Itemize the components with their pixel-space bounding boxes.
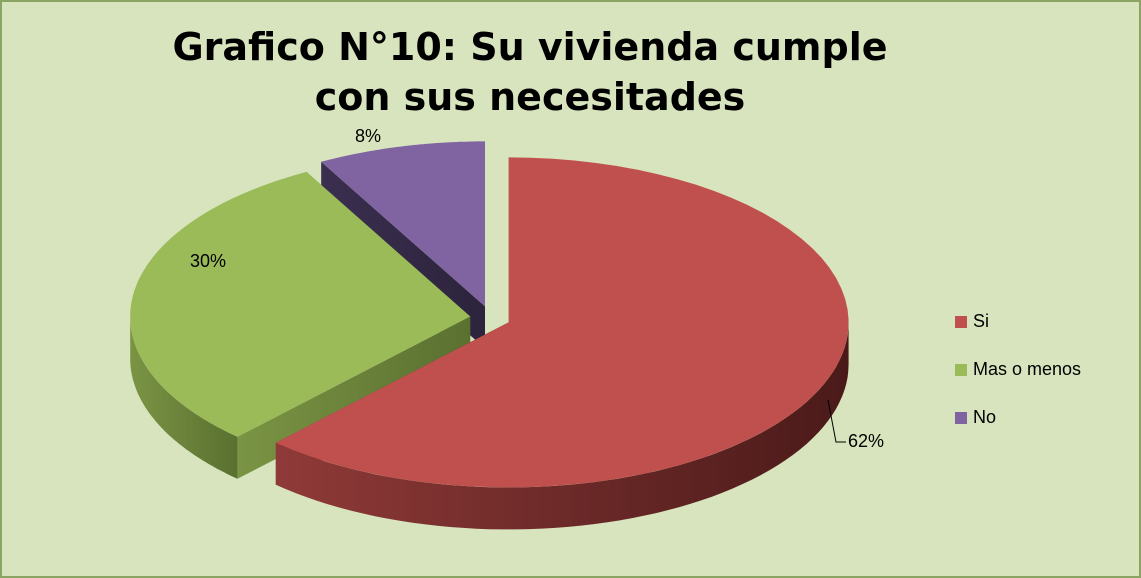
slice-top: [321, 141, 485, 307]
data-label: 8%: [355, 126, 381, 146]
slice-top: [130, 171, 471, 437]
legend-swatch: [955, 316, 967, 328]
legend-swatch: [955, 412, 967, 424]
legend-swatch: [955, 364, 967, 376]
legend-label: Si: [973, 311, 989, 331]
legend-label: Mas o menos: [973, 359, 1081, 379]
slice-side: [275, 322, 849, 530]
leader-line: [827, 399, 846, 443]
slice-side: [130, 316, 238, 479]
legend-label: No: [973, 407, 996, 427]
chart-title: Grafico N°10: Su vivienda cumple con sus…: [172, 25, 888, 119]
pie-slice: [130, 171, 471, 479]
slice-top: [275, 157, 849, 488]
pie-slice: [275, 157, 849, 530]
data-label: 62%: [848, 431, 884, 451]
data-label: 30%: [190, 251, 226, 271]
